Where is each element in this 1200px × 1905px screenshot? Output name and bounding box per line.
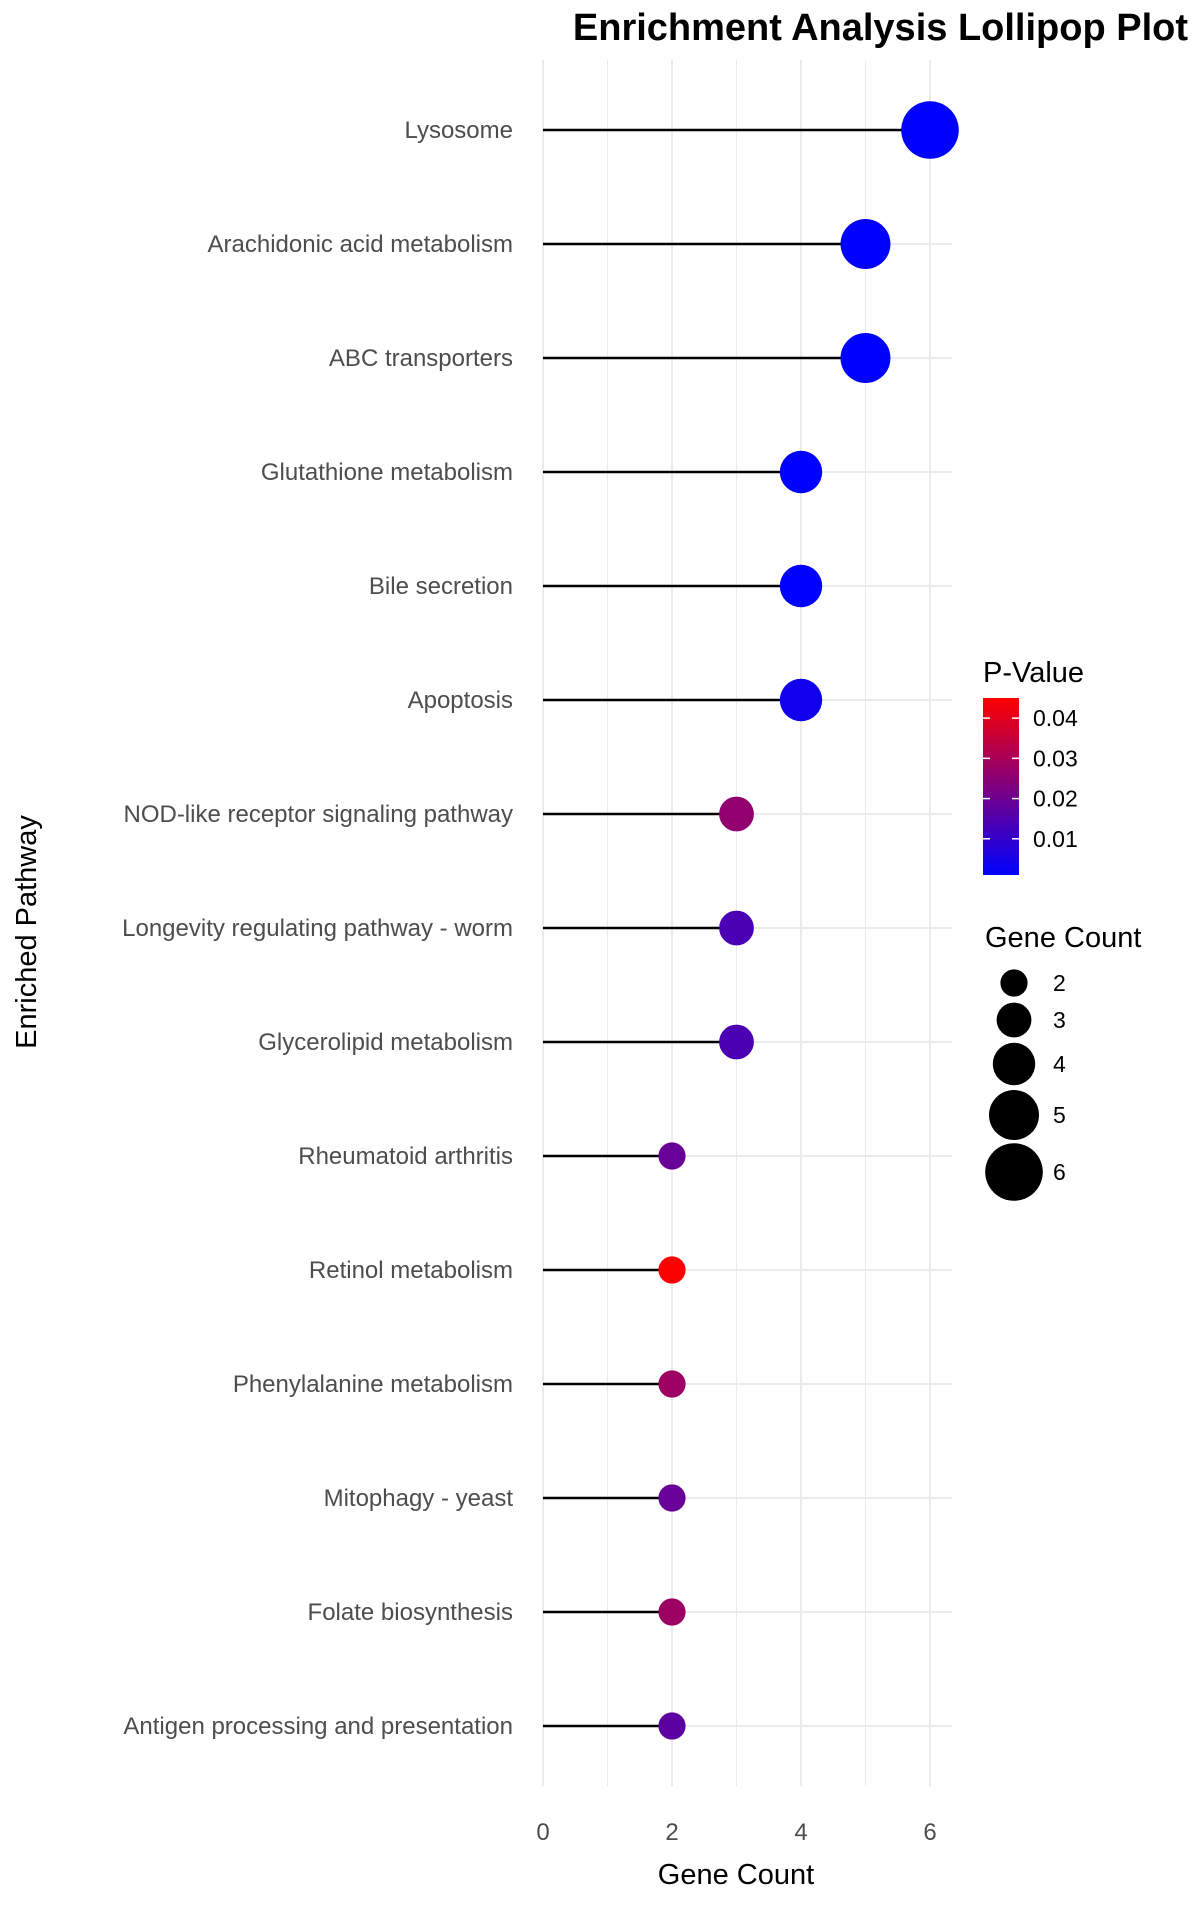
pathway-label: Phenylalanine metabolism	[233, 1371, 513, 1398]
pathway-label: Arachidonic acid metabolism	[208, 231, 513, 258]
pathway-label: NOD-like receptor signaling pathway	[123, 801, 513, 828]
pathway-label: Apoptosis	[408, 687, 513, 714]
lollipop-dot	[779, 450, 823, 494]
size-legend-label: 2	[1053, 970, 1066, 996]
lollipop-dot	[658, 1142, 686, 1170]
size-legend-dot	[996, 1002, 1032, 1038]
pathway-label: Bile secretion	[369, 573, 513, 600]
size-legend-title: Gene Count	[985, 922, 1141, 954]
y-tick-labels: Lysosome Arachidonic acid metabolism ABC t…	[122, 117, 513, 1740]
color-legend-label: 0.04	[1033, 705, 1078, 731]
lollipop-dot	[840, 219, 891, 269]
size-legend-label: 5	[1053, 1102, 1066, 1128]
lollipop-dot	[779, 564, 823, 608]
pathway-label: Mitophagy - yeast	[324, 1485, 514, 1512]
size-legend-dot	[1000, 969, 1028, 997]
pathway-label: Glutathione metabolism	[261, 459, 513, 486]
lollipop-dot	[658, 1484, 686, 1512]
pathway-label: Longevity regulating pathway - worm	[122, 915, 513, 942]
lollipop-dot	[779, 678, 823, 722]
size-legend-dot	[992, 1042, 1036, 1086]
lollipop-dot	[658, 1598, 686, 1626]
x-tick-label: 0	[536, 1819, 549, 1846]
lollipop-dot	[719, 1024, 754, 1060]
lollipop-dot	[658, 1712, 686, 1740]
x-axis-label: Gene Count	[658, 1859, 814, 1891]
pathway-label: Antigen processing and presentation	[123, 1713, 513, 1740]
size-legend-label: 4	[1053, 1051, 1066, 1077]
lollipop-dot	[658, 1256, 686, 1284]
pathway-label: ABC transporters	[329, 345, 513, 372]
size-legend-dot	[985, 1143, 1043, 1201]
lollipop-dot	[658, 1370, 686, 1398]
lollipop-dot	[719, 796, 754, 832]
pathway-label: Lysosome	[405, 117, 514, 144]
size-legend-label: 6	[1053, 1159, 1066, 1185]
pathway-label: Rheumatoid arthritis	[298, 1143, 513, 1170]
size-legend-label: 3	[1053, 1007, 1066, 1033]
lollipop-dot	[901, 101, 959, 159]
pathway-label: Folate biosynthesis	[308, 1599, 513, 1626]
lollipop-stems	[543, 128, 930, 1728]
y-axis-label: Enriched Pathway	[11, 815, 43, 1049]
lollipop-dots	[658, 101, 959, 1740]
chart-title: Enrichment Analysis Lollipop Plot	[573, 7, 1188, 49]
size-legend-dot	[989, 1090, 1039, 1140]
color-legend-label: 0.01	[1033, 826, 1078, 852]
size-legend: Gene Count 2 3 4 5 6	[985, 922, 1141, 1201]
color-legend-label: 0.02	[1033, 786, 1078, 812]
pathway-label: Glycerolipid metabolism	[258, 1029, 513, 1056]
color-legend: P-Value 0.04 0.03 0.02 0.01	[983, 657, 1084, 875]
pathway-label: Retinol metabolism	[309, 1257, 513, 1284]
x-tick-label: 4	[794, 1819, 807, 1846]
x-tick-labels: 0 2 4 6	[536, 1819, 936, 1846]
x-tick-label: 6	[923, 1819, 936, 1846]
color-legend-title: P-Value	[983, 657, 1084, 689]
x-tick-label: 2	[665, 1819, 678, 1846]
color-legend-label: 0.03	[1033, 745, 1078, 771]
lollipop-dot	[719, 910, 754, 946]
lollipop-dot	[840, 333, 891, 383]
color-legend-bar	[983, 698, 1019, 875]
